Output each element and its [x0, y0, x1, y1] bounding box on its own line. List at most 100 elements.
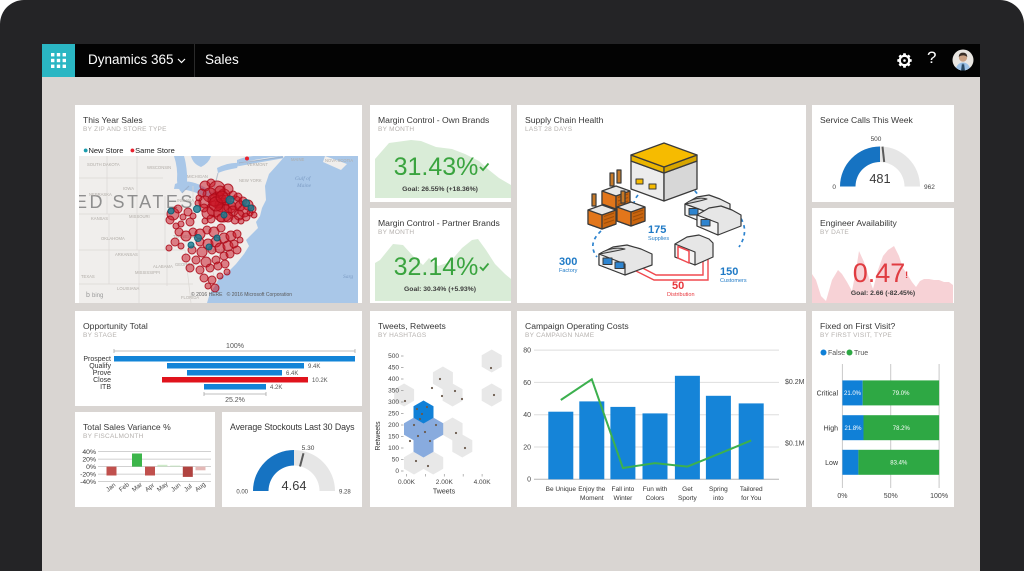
svg-text:9.4K: 9.4K [308, 364, 320, 370]
svg-text:LOUISIANA: LOUISIANA [117, 286, 140, 291]
svg-text:ARKANSAS: ARKANSAS [115, 252, 138, 257]
svg-text:Sporty: Sporty [678, 495, 698, 502]
svg-text:32.14%: 32.14% [394, 253, 479, 281]
svg-text:150: 150 [720, 266, 738, 278]
svg-text:IOWA: IOWA [123, 186, 134, 191]
svg-text:20%: 20% [82, 457, 96, 464]
svg-text:$0.1M: $0.1M [785, 441, 805, 448]
svg-text:40: 40 [523, 412, 531, 419]
svg-text:200: 200 [388, 422, 399, 429]
svg-text:500: 500 [388, 353, 399, 360]
svg-text:Tailored: Tailored [740, 486, 763, 493]
svg-text:100: 100 [388, 445, 399, 452]
svg-text:VERMONT: VERMONT [247, 162, 268, 167]
svg-text:400: 400 [388, 376, 399, 383]
svg-text:0%: 0% [86, 464, 96, 471]
svg-text:MISSISSIPPI: MISSISSIPPI [135, 270, 160, 275]
svg-text:Be Unique: Be Unique [546, 486, 577, 493]
svg-text:Qualify: Qualify [89, 363, 111, 370]
svg-text:80: 80 [523, 348, 531, 355]
svg-text:Close: Close [93, 377, 111, 384]
svg-text:-20%: -20% [80, 472, 96, 479]
svg-text:79.0%: 79.0% [892, 391, 910, 397]
svg-text:for You: for You [741, 495, 762, 502]
svg-text:MICHIGAN: MICHIGAN [187, 174, 208, 179]
svg-text:250: 250 [388, 411, 399, 418]
svg-text:4.2K: 4.2K [270, 385, 282, 391]
svg-text:bing: bing [92, 293, 103, 299]
svg-text:Jan: Jan [105, 482, 118, 494]
svg-text:9.28: 9.28 [339, 490, 351, 496]
svg-text:50: 50 [392, 457, 400, 464]
svg-text:False: False [828, 350, 845, 357]
svg-text:-40%: -40% [80, 479, 96, 486]
svg-text:450: 450 [388, 365, 399, 372]
svg-text:21.0%: 21.0% [844, 391, 862, 397]
svg-text:0.47: 0.47 [853, 258, 906, 288]
svg-text:50%: 50% [884, 493, 898, 500]
svg-text:Low: Low [825, 460, 839, 467]
svg-text:Mar: Mar [131, 481, 144, 493]
svg-text:100%: 100% [226, 343, 244, 350]
svg-text:4.64: 4.64 [282, 478, 307, 493]
svg-text:SOUTH DAKOTA: SOUTH DAKOTA [87, 162, 120, 167]
svg-text:Colors: Colors [646, 495, 666, 502]
svg-text:True: True [854, 350, 868, 357]
svg-text:OKLAHOMA: OKLAHOMA [101, 236, 125, 241]
svg-text:Sarg: Sarg [343, 274, 353, 280]
svg-text:MAINE: MAINE [291, 157, 304, 162]
svg-text:Apr: Apr [144, 482, 156, 494]
svg-text:ED STATES: ED STATES [79, 192, 195, 212]
svg-text:Feb: Feb [118, 481, 131, 494]
svg-text:0: 0 [395, 468, 399, 475]
svg-text:2.00K: 2.00K [436, 479, 454, 486]
svg-text:Tweets: Tweets [433, 489, 456, 496]
svg-text:350: 350 [388, 388, 399, 395]
svg-text:NEBRASKA: NEBRASKA [89, 192, 112, 197]
svg-text:Critical: Critical [817, 391, 839, 398]
svg-text:Prospect: Prospect [83, 356, 111, 363]
svg-text:31.43%: 31.43% [394, 153, 479, 181]
svg-text:5.30: 5.30 [302, 445, 315, 452]
svg-text:Customers: Customers [720, 278, 747, 284]
svg-text:GEORGIA: GEORGIA [175, 262, 195, 267]
svg-text:May: May [156, 480, 170, 493]
svg-text:4.00K: 4.00K [474, 479, 492, 486]
svg-text:Retweets: Retweets [375, 421, 382, 451]
svg-text:!: ! [905, 270, 908, 281]
svg-text:© 2016 HERE © 2016 Microsoft: © 2016 HERE © 2016 Microsoft Corporation [191, 291, 292, 298]
svg-text:Spring: Spring [709, 486, 728, 493]
svg-text:Factory: Factory [559, 268, 578, 274]
svg-text:Get: Get [682, 486, 693, 493]
svg-text:ALABAMA: ALABAMA [153, 264, 173, 269]
svg-text:Gulf of: Gulf of [295, 175, 312, 182]
svg-text:175: 175 [648, 224, 666, 236]
svg-text:NEW YORK: NEW YORK [239, 178, 262, 183]
svg-text:0: 0 [527, 477, 531, 484]
svg-text:Distribution: Distribution [667, 292, 695, 298]
svg-text:0: 0 [832, 184, 836, 191]
svg-text:20: 20 [523, 444, 531, 451]
svg-text:FLORIDA: FLORIDA [181, 295, 199, 300]
svg-text:Goal: 26.55% (+18.36%): Goal: 26.55% (+18.36%) [402, 186, 478, 193]
svg-text:Enjoy the: Enjoy the [578, 486, 605, 493]
svg-text:b: b [86, 292, 90, 299]
svg-text:83.4%: 83.4% [890, 461, 908, 467]
svg-text:Jul: Jul [183, 483, 194, 493]
svg-text:into: into [713, 495, 724, 502]
svg-text:40%: 40% [82, 449, 96, 456]
svg-text:MISSOURI: MISSOURI [129, 214, 150, 219]
svg-text:10.2K: 10.2K [312, 378, 328, 384]
svg-text:Supplies: Supplies [648, 236, 669, 242]
svg-text:962: 962 [924, 184, 935, 191]
svg-text:TEXAS: TEXAS [81, 274, 95, 279]
svg-text:WISCONSIN: WISCONSIN [147, 165, 171, 170]
svg-text:ITB: ITB [100, 384, 111, 391]
svg-text:0%: 0% [837, 493, 847, 500]
svg-text:NOVA SCOTIA: NOVA SCOTIA [325, 158, 353, 163]
svg-text:100%: 100% [930, 493, 948, 500]
svg-text:KANSAS: KANSAS [91, 216, 108, 221]
svg-text:150: 150 [388, 434, 399, 441]
svg-text:481: 481 [869, 171, 890, 186]
svg-text:INDIANA: INDIANA [177, 198, 194, 203]
